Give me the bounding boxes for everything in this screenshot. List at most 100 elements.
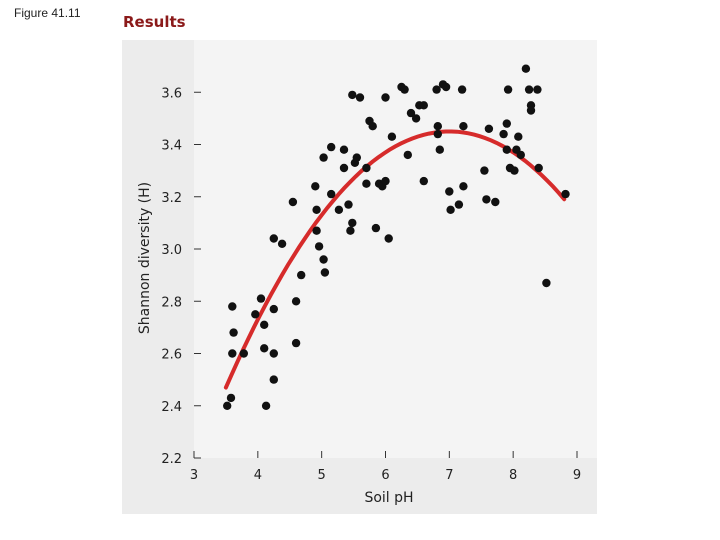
data-point bbox=[319, 153, 328, 162]
y-tick-label: 2.8 bbox=[161, 295, 182, 310]
y-tick-label: 3.6 bbox=[161, 86, 182, 101]
data-point bbox=[228, 302, 237, 311]
plot-area bbox=[194, 40, 597, 458]
y-axis-ticks: 2.2 2.4 2.6 2.8 3.0 3.2 3.4 3.6 bbox=[161, 86, 201, 467]
data-point bbox=[502, 145, 511, 154]
data-point bbox=[502, 119, 511, 128]
data-point bbox=[457, 85, 467, 94]
data-point bbox=[334, 205, 344, 214]
data-point bbox=[319, 255, 328, 264]
results-label: Results bbox=[123, 13, 186, 31]
x-tick-label: 3 bbox=[190, 468, 198, 483]
x-axis-ticks: 3 4 5 6 7 8 9 bbox=[190, 451, 581, 483]
data-point bbox=[239, 349, 248, 358]
y-tick-label: 2.6 bbox=[161, 348, 182, 363]
data-point bbox=[510, 166, 519, 175]
data-point bbox=[446, 205, 455, 214]
data-point bbox=[445, 187, 454, 196]
data-point bbox=[521, 64, 531, 73]
data-point bbox=[355, 93, 365, 102]
data-point bbox=[320, 268, 330, 277]
data-point bbox=[269, 304, 278, 314]
data-point bbox=[503, 85, 513, 94]
data-point bbox=[260, 320, 269, 329]
x-axis-title: Soil pH bbox=[364, 490, 413, 506]
x-tick-label: 9 bbox=[573, 468, 581, 483]
data-point bbox=[348, 90, 357, 100]
data-point bbox=[269, 375, 278, 384]
data-point bbox=[454, 200, 464, 209]
x-tick-label: 5 bbox=[318, 468, 326, 483]
data-point bbox=[291, 297, 301, 306]
data-point bbox=[406, 108, 416, 118]
data-point bbox=[441, 82, 451, 92]
data-point bbox=[482, 195, 491, 204]
data-point bbox=[484, 124, 494, 133]
data-point bbox=[344, 200, 353, 209]
data-point bbox=[533, 85, 542, 94]
data-point bbox=[256, 294, 266, 303]
data-point bbox=[260, 344, 269, 353]
data-point bbox=[327, 142, 336, 152]
data-point bbox=[339, 145, 349, 154]
data-point bbox=[368, 122, 377, 131]
data-point bbox=[352, 153, 361, 162]
data-point bbox=[226, 393, 236, 403]
data-point bbox=[499, 129, 508, 139]
data-point bbox=[311, 182, 320, 191]
x-tick-label: 4 bbox=[254, 468, 262, 483]
data-point bbox=[524, 85, 534, 94]
data-point bbox=[534, 163, 543, 173]
y-tick-label: 2.2 bbox=[161, 452, 182, 467]
data-point bbox=[251, 310, 260, 319]
data-point bbox=[312, 205, 321, 214]
data-point bbox=[491, 197, 500, 207]
x-tick-label: 7 bbox=[445, 468, 453, 483]
data-point bbox=[223, 401, 232, 410]
data-point bbox=[269, 234, 278, 243]
data-point bbox=[459, 182, 468, 191]
data-point bbox=[381, 93, 390, 102]
data-point bbox=[514, 132, 523, 141]
data-point bbox=[348, 218, 357, 228]
data-point bbox=[371, 223, 381, 233]
x-tick-label: 6 bbox=[381, 468, 389, 483]
data-point bbox=[433, 122, 442, 131]
data-point bbox=[480, 166, 489, 175]
data-point bbox=[411, 114, 421, 123]
figure-label: Figure 41.11 bbox=[14, 6, 81, 20]
data-point bbox=[229, 328, 238, 337]
x-tick-label: 8 bbox=[509, 468, 517, 483]
data-point bbox=[277, 239, 287, 248]
data-point bbox=[261, 401, 271, 410]
y-tick-label: 3.4 bbox=[161, 139, 182, 154]
y-axis-title: Shannon diversity (H) bbox=[137, 182, 153, 334]
data-point bbox=[459, 122, 468, 131]
data-point bbox=[419, 101, 428, 110]
data-point bbox=[403, 150, 412, 160]
data-point bbox=[419, 176, 428, 186]
data-point bbox=[384, 234, 393, 243]
data-point bbox=[288, 197, 298, 207]
data-point bbox=[314, 242, 324, 251]
data-points bbox=[223, 64, 570, 410]
data-point bbox=[339, 163, 349, 173]
data-point bbox=[433, 129, 442, 139]
data-point bbox=[327, 189, 336, 199]
data-point bbox=[269, 349, 278, 358]
data-point bbox=[432, 85, 441, 94]
data-point bbox=[516, 150, 525, 160]
data-point bbox=[400, 85, 409, 94]
data-point bbox=[526, 106, 536, 115]
data-point bbox=[228, 349, 237, 358]
data-point bbox=[362, 163, 371, 173]
data-point bbox=[312, 226, 321, 235]
data-point bbox=[561, 189, 570, 199]
y-tick-label: 2.4 bbox=[161, 400, 182, 415]
data-point bbox=[542, 278, 551, 288]
data-point bbox=[346, 226, 355, 235]
data-point bbox=[435, 145, 444, 154]
data-point bbox=[381, 176, 390, 186]
data-point bbox=[362, 179, 371, 188]
